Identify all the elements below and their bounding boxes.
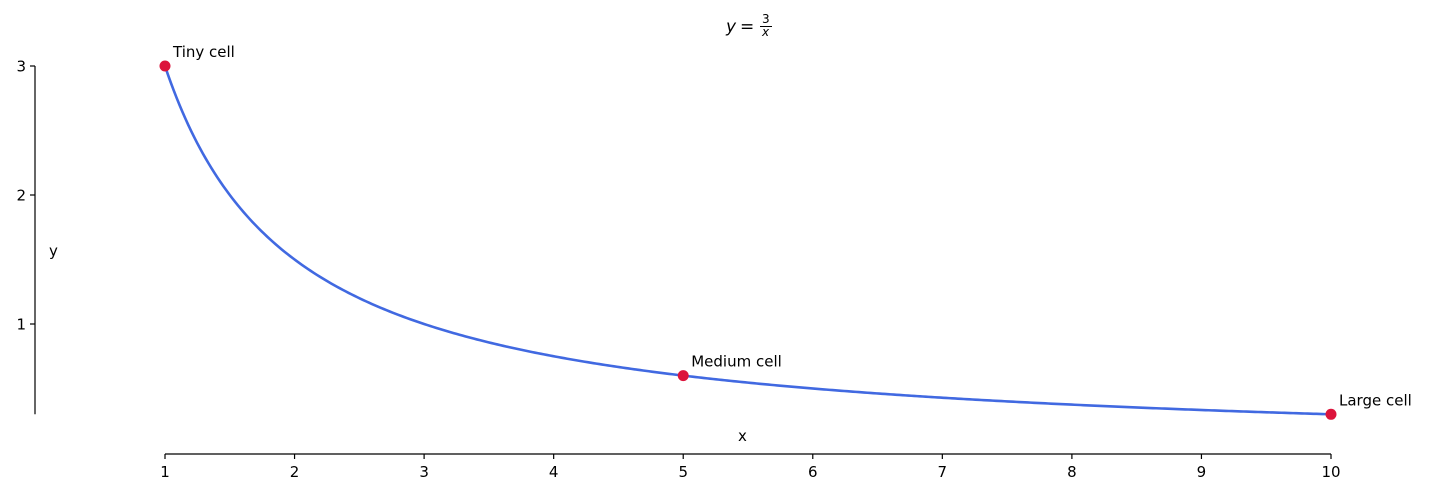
x-tick-label: 2 — [290, 463, 300, 481]
y-tick-label: 1 — [16, 316, 26, 334]
x-tick-label: 9 — [1197, 463, 1207, 481]
x-tick-label: 8 — [1067, 463, 1077, 481]
curve-line — [163, 65, 1332, 416]
point-annotation: Medium cell — [691, 353, 782, 371]
x-axis-label: x — [738, 427, 747, 445]
title-numerator: 3 — [762, 12, 770, 26]
title-lhs: y — [725, 17, 737, 37]
x-axis: 1 2 3 4 5 6 7 8 9 10 — [160, 453, 1341, 481]
y-tick-label: 3 — [16, 58, 26, 76]
x-tick-label: 10 — [1321, 463, 1340, 481]
chart-title: y = 3 x — [725, 12, 772, 39]
x-tick-label: 4 — [549, 463, 559, 481]
x-tick-label: 3 — [419, 463, 429, 481]
y-axis-label: y — [49, 242, 58, 260]
title-eq: = — [740, 17, 754, 37]
data-point-marker — [677, 370, 689, 382]
x-tick-label: 1 — [160, 463, 170, 481]
x-tick-label: 5 — [678, 463, 688, 481]
y-axis: 1 2 3 — [16, 58, 36, 415]
point-annotation: Large cell — [1339, 391, 1412, 409]
x-tick-label: 6 — [808, 463, 818, 481]
x-tick-label: 7 — [938, 463, 948, 481]
data-point-marker — [159, 60, 171, 72]
y-tick-label: 2 — [16, 187, 26, 205]
title-denominator: x — [761, 25, 770, 39]
annotated-points: Tiny cell Medium cell Large cell — [159, 43, 1412, 420]
point-annotation: Tiny cell — [172, 43, 235, 61]
data-point-marker — [1325, 408, 1337, 420]
